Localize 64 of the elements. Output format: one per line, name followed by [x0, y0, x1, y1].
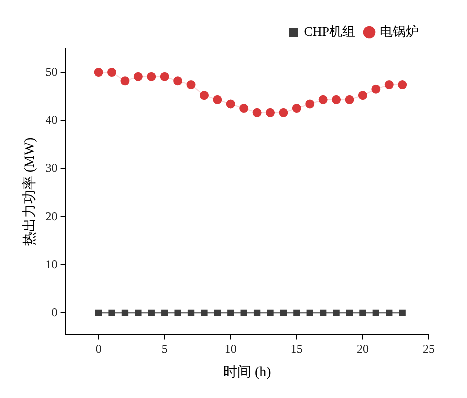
point [332, 95, 342, 104]
point [267, 310, 274, 317]
point [294, 310, 300, 317]
x-tick-label: 0 [96, 342, 102, 356]
point [358, 91, 368, 100]
point [360, 310, 366, 317]
y-tick-label: 0 [52, 305, 58, 320]
y-tick-label: 40 [46, 113, 58, 128]
point [186, 80, 196, 90]
point [162, 310, 168, 317]
point [240, 104, 249, 114]
legend-label: CHP机组 [304, 24, 356, 39]
point [228, 310, 234, 317]
point [372, 310, 380, 317]
x-tick-label: 10 [224, 342, 237, 356]
point [226, 100, 236, 109]
y-axis-title: 热出力功率 (MW) [22, 137, 38, 246]
point [398, 80, 408, 90]
point [214, 310, 222, 317]
point [174, 310, 182, 317]
point [201, 310, 208, 317]
point [372, 84, 381, 94]
point [399, 310, 406, 317]
y-tick-label: 30 [46, 161, 58, 176]
point [108, 68, 117, 78]
point [147, 72, 156, 82]
x-tick-label: 15 [290, 342, 303, 356]
point [174, 76, 183, 86]
point [95, 310, 102, 317]
point [306, 310, 314, 317]
y-tick-label: 50 [46, 65, 58, 80]
point [134, 72, 143, 82]
point [122, 310, 129, 317]
point [306, 100, 315, 109]
point [252, 108, 262, 118]
y-tick-label: 10 [46, 257, 58, 272]
point [240, 310, 248, 317]
point [386, 310, 393, 317]
point [94, 68, 104, 78]
point [333, 310, 340, 317]
point [213, 95, 222, 104]
point [384, 80, 394, 90]
x-tick-label: 20 [356, 342, 369, 356]
legend-label: 电锅炉 [380, 24, 419, 39]
point [135, 310, 142, 317]
point [318, 95, 328, 104]
point [345, 95, 354, 104]
x-tick-label: 5 [162, 342, 168, 356]
point [200, 91, 209, 100]
point [160, 72, 170, 82]
y-tick-label: 20 [46, 209, 58, 224]
point [320, 310, 327, 317]
point [279, 108, 288, 118]
point [188, 310, 195, 317]
point [254, 310, 261, 317]
x-tick-label: 25 [423, 342, 435, 356]
point [346, 310, 354, 317]
point [148, 310, 155, 317]
point [108, 310, 116, 317]
point [120, 76, 130, 86]
point [280, 310, 288, 317]
point [266, 108, 276, 118]
x-axis-title: 时间 (h) [223, 364, 272, 380]
point [292, 104, 302, 114]
